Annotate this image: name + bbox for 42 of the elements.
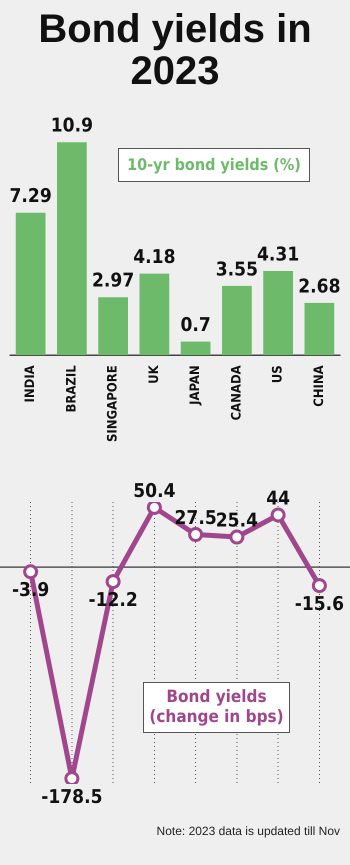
bar: [98, 297, 128, 356]
data-label: 2.68: [298, 275, 340, 298]
x-tick-label: BRAZIL: [64, 364, 80, 413]
point: [270, 508, 286, 523]
text: 10-yr bond yields (%): [118, 148, 310, 182]
bar: [222, 286, 252, 356]
data-label: 4.31: [257, 243, 300, 266]
data-label: 3.55: [216, 258, 258, 280]
x-tick-label: INDIA: [23, 365, 38, 403]
data-label: 50.4: [133, 480, 176, 502]
text: Bond yields (change in bps): [143, 682, 290, 734]
x-tick-label: SINGAPORE: [106, 365, 120, 442]
point: [64, 771, 80, 784]
point: [146, 502, 162, 515]
data-label: 44: [266, 487, 290, 510]
x-tick-label: US: [270, 365, 286, 384]
bar: [56, 142, 87, 356]
bar: [16, 212, 46, 356]
chart-title: Bond yields in 2023: [37, 7, 313, 93]
bar: [180, 342, 211, 356]
data-label: -15.6: [294, 593, 344, 616]
data-label: 2.97: [92, 270, 134, 292]
data-label: 0.7: [180, 314, 211, 336]
text: Note: 2023 data is updated till Nov: [156, 824, 340, 838]
data-label: 10.9: [50, 114, 93, 137]
x-tick-label: UK: [146, 364, 162, 384]
data-label: 4.18: [133, 246, 176, 268]
point: [229, 530, 244, 545]
bar: [304, 302, 334, 356]
data-label: 27.5: [174, 506, 217, 529]
point: [23, 564, 38, 580]
x-tick-label: CHINA: [312, 365, 327, 407]
data-label: 25.4: [216, 509, 258, 532]
x-tick-label: JAPAN: [188, 365, 203, 406]
bar: [139, 274, 170, 356]
x-tick-label: CANADA: [229, 365, 244, 421]
point: [312, 578, 327, 594]
point: [106, 574, 121, 590]
point: [188, 527, 204, 542]
data-label: 7.29: [10, 185, 52, 208]
data-label: -178.5: [41, 786, 102, 808]
bar: [263, 271, 294, 356]
